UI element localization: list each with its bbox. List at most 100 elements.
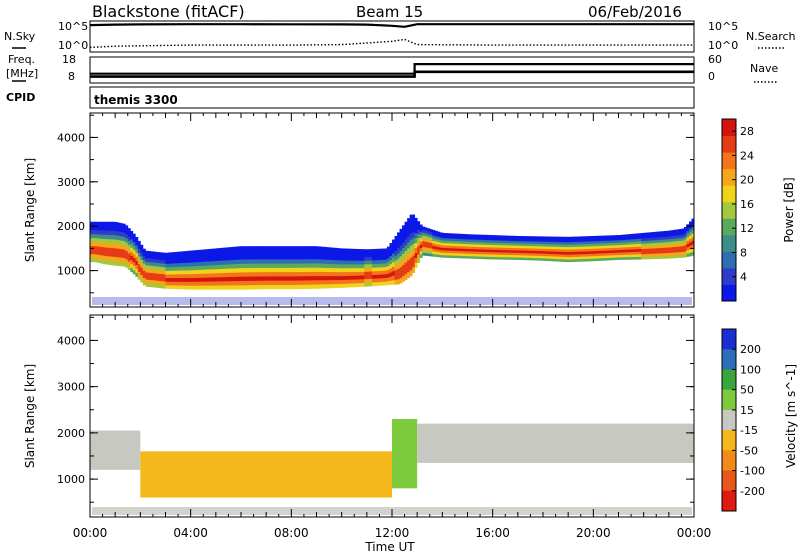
power-cell <box>631 238 634 242</box>
power-cell <box>570 259 574 262</box>
power-cell <box>505 249 509 253</box>
power-cell <box>409 239 413 246</box>
power-cell <box>170 263 174 268</box>
power-cell <box>256 263 260 268</box>
power-cell <box>638 246 642 250</box>
power-cell <box>537 250 541 254</box>
power-cell <box>457 253 461 256</box>
power-cell <box>575 244 579 247</box>
power-cell <box>208 277 212 282</box>
power-cell <box>663 233 667 237</box>
power-cell <box>256 284 260 290</box>
power-cell <box>573 251 577 255</box>
power-cell <box>402 258 405 265</box>
power-cell <box>510 249 514 253</box>
power-cell <box>273 246 277 251</box>
power-cell <box>472 255 476 259</box>
power-cell <box>409 269 413 277</box>
power-cell <box>100 254 103 260</box>
power-cell <box>502 244 506 248</box>
power-cell <box>628 249 632 253</box>
power-cell <box>371 278 375 283</box>
power-cell <box>369 267 373 272</box>
power-cell <box>359 275 363 280</box>
power-cell <box>404 239 408 246</box>
power-cell <box>162 266 166 271</box>
power-cell <box>480 251 483 255</box>
power-cell <box>125 250 129 256</box>
power-cell <box>228 276 232 282</box>
power-cell <box>374 259 378 264</box>
power-cell <box>610 245 614 248</box>
power-cell <box>125 237 129 243</box>
power-cell <box>676 229 680 233</box>
power-cell <box>286 267 290 273</box>
power-cell <box>178 281 181 286</box>
power-cell <box>643 253 647 257</box>
power-cell <box>470 236 473 240</box>
power-cell <box>122 232 126 237</box>
noise-series-group <box>89 23 694 49</box>
power-cell <box>633 248 637 252</box>
power-cell <box>334 263 338 269</box>
power-cell <box>532 238 536 242</box>
power-cell <box>364 264 368 269</box>
power-cell <box>608 235 612 239</box>
y-tick-label: 2000 <box>57 427 85 440</box>
power-cell <box>142 263 146 268</box>
power-cell <box>175 251 179 256</box>
power-cell <box>648 232 652 236</box>
power-cell <box>258 276 262 281</box>
power-cell <box>344 279 348 284</box>
power-cell <box>200 265 204 270</box>
power-cell <box>613 249 617 253</box>
power-cell <box>356 275 360 280</box>
power-cell <box>618 239 622 243</box>
power-cell <box>646 253 650 257</box>
power-cell <box>354 282 358 288</box>
power-cell <box>500 237 504 241</box>
noise-line-search <box>89 38 694 49</box>
power-cell <box>205 249 209 254</box>
power-cell <box>623 254 627 258</box>
power-cell <box>233 267 237 273</box>
power-cell <box>399 255 403 262</box>
power-cell <box>223 247 227 253</box>
power-cell <box>293 250 297 256</box>
power-cell <box>470 234 473 238</box>
power-cell <box>339 256 343 261</box>
power-cell <box>543 255 546 259</box>
power-cell <box>359 282 363 287</box>
power-cell <box>162 281 166 286</box>
power-cell <box>399 245 403 251</box>
power-cell <box>117 248 121 254</box>
power-cell <box>658 250 662 254</box>
power-cell <box>444 254 448 258</box>
noise-panel-frame <box>89 20 695 53</box>
power-cell <box>276 284 280 290</box>
power-cell <box>95 245 98 251</box>
power-cell <box>326 255 330 260</box>
power-cell <box>394 235 398 242</box>
power-cell <box>681 231 685 235</box>
power-cell <box>341 283 345 288</box>
power-cell <box>600 243 604 246</box>
power-cell <box>583 238 587 242</box>
power-cell <box>643 248 647 252</box>
power-cell <box>349 271 353 276</box>
power-cell <box>180 258 184 264</box>
power-cell <box>266 254 270 260</box>
power-cell <box>540 255 544 259</box>
power-cell <box>407 242 411 249</box>
power-cell <box>183 273 187 279</box>
power-cell <box>643 238 647 242</box>
power-cell <box>230 259 234 265</box>
power-cell <box>258 280 262 286</box>
power-cell <box>331 283 335 289</box>
power-cell <box>522 250 526 254</box>
power-cell <box>653 237 657 241</box>
velocity-region-gray <box>417 423 694 463</box>
power-cell <box>92 225 96 231</box>
power-cell <box>565 249 569 253</box>
power-cell <box>180 270 184 275</box>
